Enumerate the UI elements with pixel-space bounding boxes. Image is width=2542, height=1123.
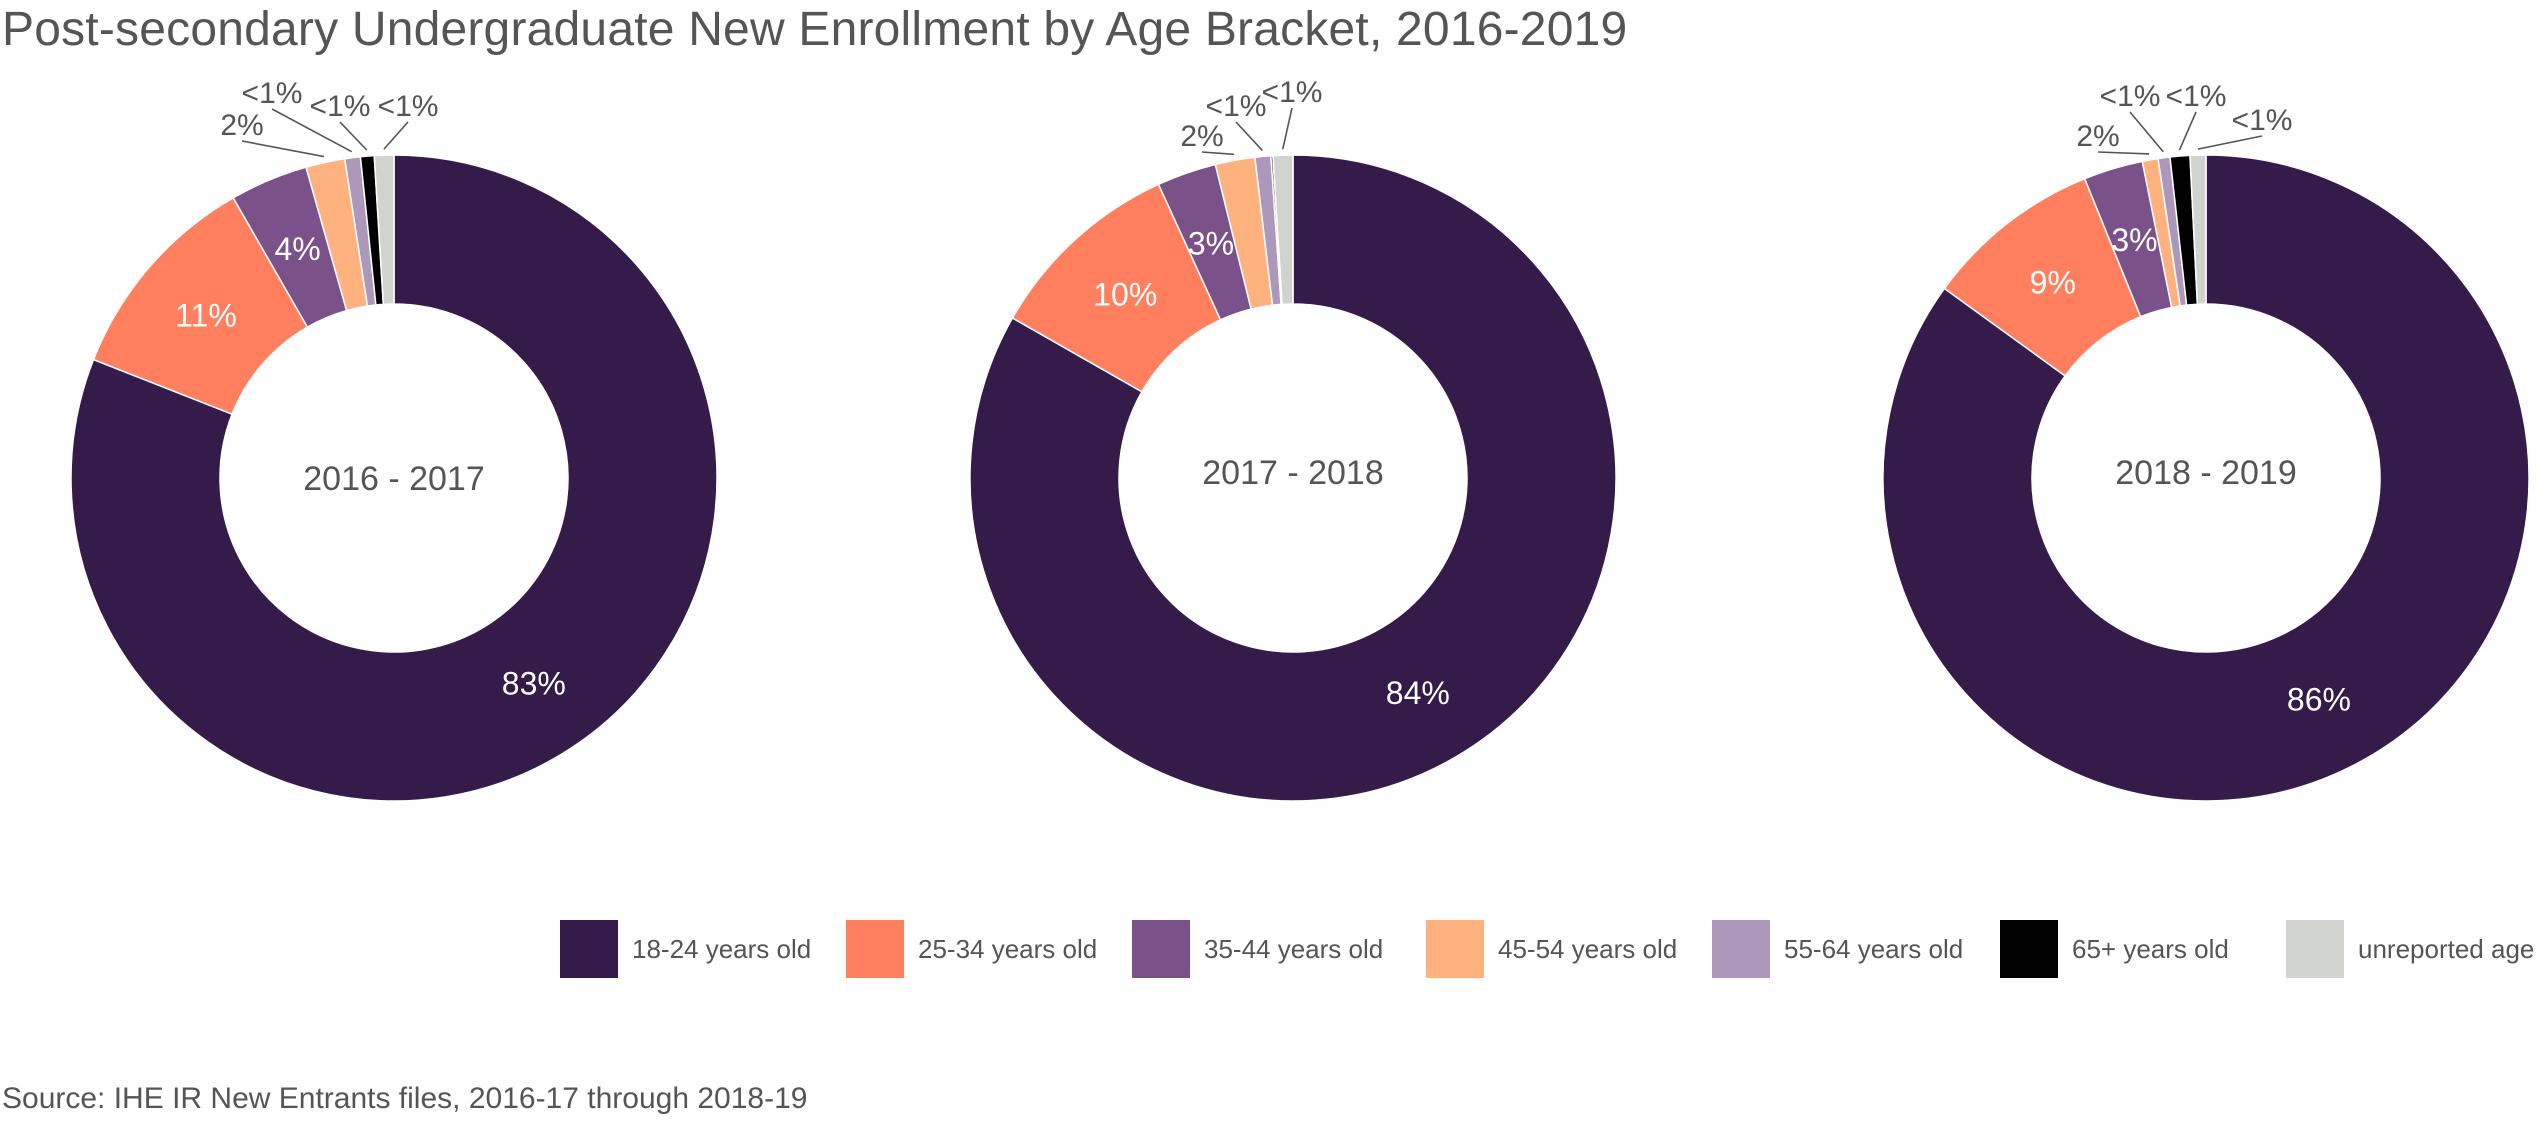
legend-item-18-24: 18-24 years old [560, 920, 811, 978]
chart-title: Post-secondary Undergraduate New Enrollm… [2, 3, 1628, 56]
legend-swatch [2286, 920, 2344, 978]
legend-item-55-64: 55-64 years old [1712, 920, 1963, 978]
slice-18-24 [70, 154, 718, 802]
slice-label-25-34: 11% [175, 298, 237, 334]
slice-18-24 [1882, 154, 2530, 802]
slice-label-25-34: 10% [1093, 277, 1157, 313]
slice-label-35-44: 4% [274, 231, 320, 267]
center-label: 2017 - 2018 [1202, 454, 1384, 492]
slice-label-45-54: 2% [1180, 120, 1223, 153]
legend-label: unreported age [2358, 933, 2535, 964]
slice-unreported [2189, 154, 2207, 306]
slice-label-55-64: <1% [1206, 90, 1267, 123]
donut-chart-1: 83%11%4%2%<1% <1% <1%2016 - 2017 [70, 77, 718, 802]
slice-label-45-54: 2% [220, 109, 263, 142]
source-note: Source: IHE IR New Entrants files, 2016-… [2, 1082, 808, 1115]
leader-line-unreported [383, 121, 409, 150]
slice-18-24 [969, 154, 1617, 802]
legend-label: 65+ years old [2072, 933, 2229, 964]
slice-label-unreported: <1% [1262, 76, 1323, 109]
slice-label-18-24: 84% [1386, 675, 1450, 711]
slice-label-18-24: 83% [502, 665, 566, 701]
slice-label-35-44: 3% [2111, 222, 2157, 258]
slice-label-65+: <1% [310, 90, 371, 123]
legend-item-65+: 65+ years old [2000, 920, 2229, 978]
legend-swatch [1132, 920, 1190, 978]
leader-line-55-64 [271, 108, 353, 153]
legend-item-25-34: 25-34 years old [846, 920, 1097, 978]
legend-label: 18-24 years old [632, 933, 812, 964]
slice-label-45-54: 2% [2076, 120, 2119, 153]
legend-swatch [560, 920, 618, 978]
legend-label: 55-64 years old [1784, 933, 1964, 964]
slice-label-65+: <1% [2166, 80, 2227, 113]
slice-label-35-44: 3% [1188, 225, 1234, 261]
legend-item-35-44: 35-44 years old [1132, 920, 1383, 978]
leader-line-unreported [2197, 135, 2263, 150]
legend-item-45-54: 45-54 years old [1426, 920, 1677, 978]
donut-chart-2: 84%10%3%2%<1%<1%2017 - 2018 [969, 76, 1617, 802]
legend-label: 45-54 years old [1498, 933, 1678, 964]
legend-swatch [1426, 920, 1484, 978]
leader-line-45-54 [2097, 151, 2150, 155]
slice-label-unreported: <1% [378, 90, 439, 123]
slice-unreported [1272, 154, 1294, 306]
slice-label-55-64: <1% [242, 77, 303, 110]
legend-swatch [846, 920, 904, 978]
slice-label-18-24: 86% [2287, 681, 2351, 717]
legend-swatch [1712, 920, 1770, 978]
legend-label: 35-44 years old [1204, 933, 1384, 964]
slice-label-25-34: 9% [2030, 264, 2076, 300]
leader-line-55-64 [1235, 121, 1263, 151]
leader-line-65+ [2178, 111, 2197, 151]
leader-line-55-64 [2129, 111, 2164, 153]
leader-line-45-54 [1201, 151, 1234, 156]
center-label: 2016 - 2017 [303, 460, 485, 498]
leader-line-unreported [1281, 107, 1293, 150]
legend-swatch [2000, 920, 2058, 978]
slice-label-55-64: <1% [2100, 80, 2161, 113]
slice-unreported [373, 154, 395, 306]
center-label: 2018 - 2019 [2115, 454, 2297, 492]
legend-item-unreported: unreported age [2286, 920, 2534, 978]
legend-label: 25-34 years old [918, 933, 1098, 964]
leader-line-45-54 [241, 140, 325, 158]
slice-label-unreported: <1% [2232, 104, 2293, 137]
donut-chart-3: 86%9%3%2%<1% <1%<1%2018 - 2019 [1882, 80, 2530, 802]
leader-line-65+ [339, 121, 368, 151]
